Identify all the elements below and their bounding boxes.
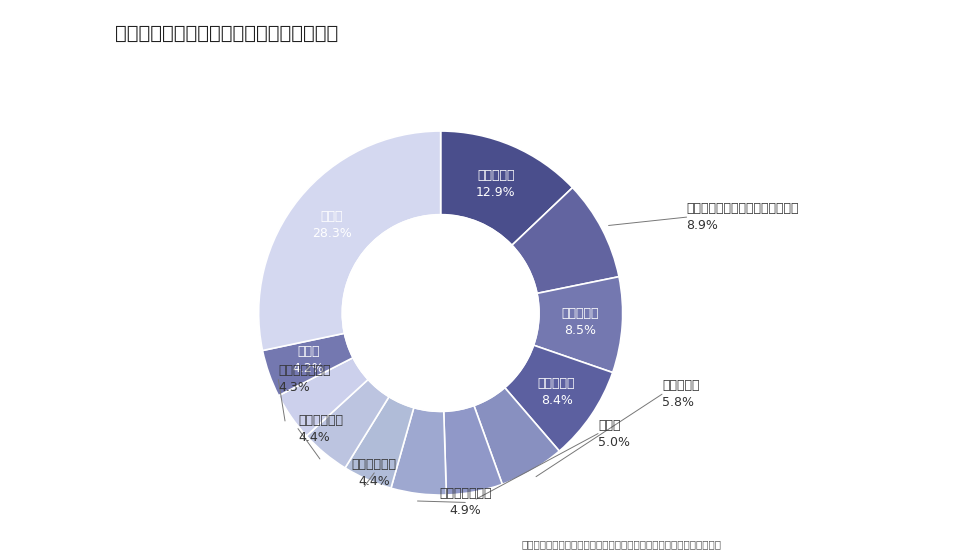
Text: 損傷、中毒等
4.4%: 損傷、中毒等 4.4% xyxy=(351,458,396,488)
Text: 心疾患
4.2%: 心疾患 4.2% xyxy=(293,345,324,375)
Wedge shape xyxy=(262,333,353,396)
Wedge shape xyxy=(474,387,560,484)
Wedge shape xyxy=(258,131,441,350)
Text: 脳血管疾患
12.9%: 脳血管疾患 12.9% xyxy=(476,169,516,199)
Wedge shape xyxy=(444,406,502,495)
Text: 資料：厚生労働省「令和元年介護サービス施設・事業所調査」より作成: 資料：厚生労働省「令和元年介護サービス施設・事業所調査」より作成 xyxy=(521,539,721,549)
Wedge shape xyxy=(441,131,572,245)
Text: 糖尿病
5.0%: 糖尿病 5.0% xyxy=(598,419,630,448)
Text: 悪性新生物
8.5%: 悪性新生物 8.5% xyxy=(562,307,599,337)
Wedge shape xyxy=(534,277,623,372)
Wedge shape xyxy=(505,345,612,451)
Text: 統合失調症
5.8%: 統合失調症 5.8% xyxy=(662,379,700,409)
Text: Ⅰ-06.: Ⅰ-06. xyxy=(14,25,58,42)
Text: 高血圧系疾患
4.4%: 高血圧系疾患 4.4% xyxy=(298,414,343,444)
Wedge shape xyxy=(512,188,619,293)
Wedge shape xyxy=(391,408,446,495)
Wedge shape xyxy=(278,358,368,436)
Wedge shape xyxy=(306,380,389,468)
Text: 訪問看護ステーションの利用者傷病別内訳: 訪問看護ステーションの利用者傷病別内訳 xyxy=(115,24,339,43)
Text: パーキンソン病
4.9%: パーキンソン病 4.9% xyxy=(439,487,492,518)
Text: 筋肉骨格系
8.4%: 筋肉骨格系 8.4% xyxy=(538,377,575,407)
Text: 認知症（アルツハイマー病含む）
8.9%: 認知症（アルツハイマー病含む） 8.9% xyxy=(686,202,799,232)
Text: その他
28.3%: その他 28.3% xyxy=(312,210,351,240)
Wedge shape xyxy=(345,397,414,488)
Circle shape xyxy=(343,215,539,411)
Text: 呼吸器系の疾患
4.3%: 呼吸器系の疾患 4.3% xyxy=(278,364,331,395)
